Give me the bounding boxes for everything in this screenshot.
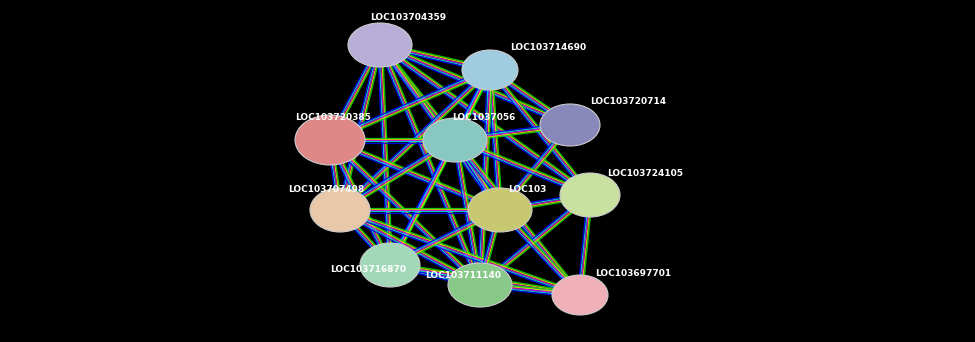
Text: LOC103704359: LOC103704359: [370, 13, 447, 23]
Ellipse shape: [462, 50, 518, 90]
Text: LOC1037056: LOC1037056: [452, 114, 516, 122]
Text: LOC103724105: LOC103724105: [607, 169, 683, 177]
Text: LOC103720714: LOC103720714: [590, 97, 666, 106]
Ellipse shape: [448, 263, 512, 307]
Ellipse shape: [295, 115, 365, 165]
Text: LOC103711140: LOC103711140: [425, 271, 501, 279]
Ellipse shape: [468, 188, 532, 232]
Ellipse shape: [310, 188, 370, 232]
Ellipse shape: [540, 104, 600, 146]
Text: LOC103714690: LOC103714690: [510, 43, 586, 53]
Text: LOC103697701: LOC103697701: [595, 268, 671, 277]
Ellipse shape: [348, 23, 412, 67]
Text: LOC103716870: LOC103716870: [330, 265, 406, 275]
Ellipse shape: [560, 173, 620, 217]
Text: LOC103707498: LOC103707498: [288, 185, 365, 195]
Ellipse shape: [360, 243, 420, 287]
Ellipse shape: [552, 275, 608, 315]
Text: LOC103720385: LOC103720385: [295, 114, 370, 122]
Text: LOC103: LOC103: [508, 185, 546, 195]
Ellipse shape: [423, 118, 487, 162]
